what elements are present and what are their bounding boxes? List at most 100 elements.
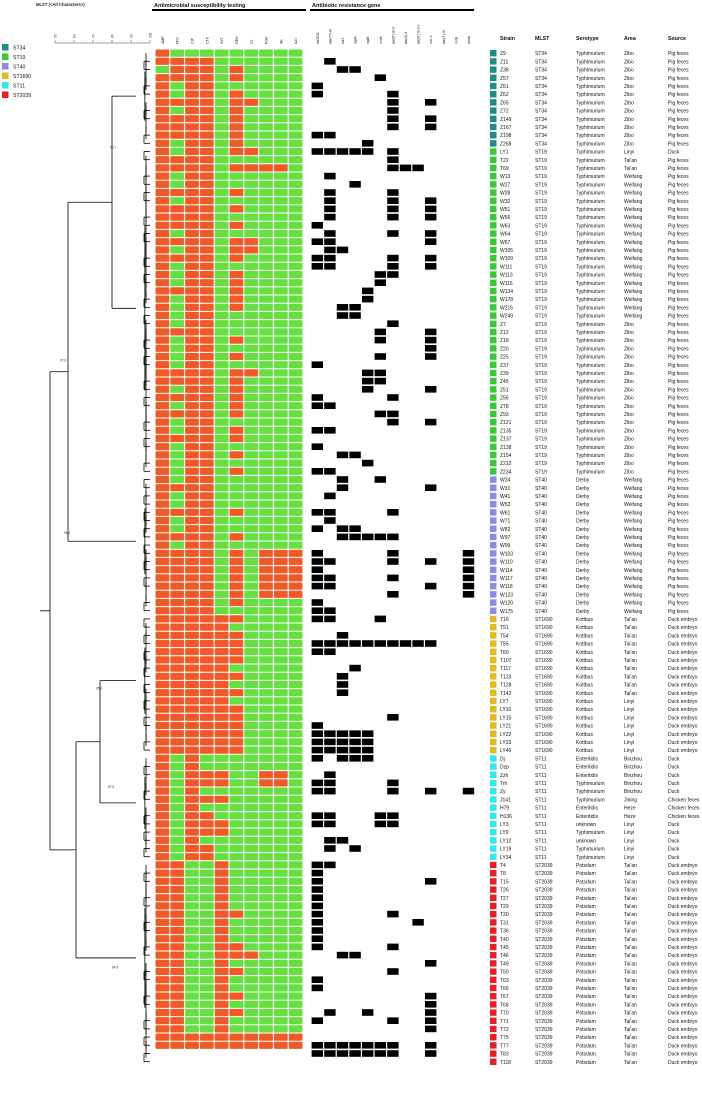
ast-cell-resistant: [229, 598, 244, 607]
gene-present-cell: [324, 1042, 336, 1049]
ast-cell-susceptible: [244, 508, 259, 516]
ast-cell-resistant: [199, 738, 214, 746]
ast-cell-susceptible: [259, 812, 273, 820]
ast-cell-susceptible: [214, 607, 229, 615]
strain-st-marker: [490, 222, 497, 229]
ast-cell-susceptible: [259, 1008, 273, 1017]
ast-cell-susceptible: [273, 156, 288, 164]
strain-st-marker: [490, 894, 497, 901]
ast-cell-resistant: [185, 287, 199, 295]
ast-cell-susceptible: [273, 262, 288, 270]
table-cell-area: Zibo: [624, 125, 634, 131]
table-cell-source: Duck embryo: [668, 986, 698, 992]
table-cell-mlst: ST2039: [535, 986, 553, 992]
ast-cell-resistant: [288, 590, 303, 598]
table-cell-strain: T68: [500, 1002, 509, 1008]
ast-cell-resistant: [244, 1033, 259, 1041]
table-cell-area: Tai'an: [624, 1011, 637, 1017]
ast-cell-resistant: [185, 180, 199, 188]
strain-st-marker: [490, 1025, 497, 1033]
ast-cell-resistant: [273, 582, 288, 590]
ast-cell-resistant: [199, 115, 214, 123]
ast-cell-susceptible: [244, 279, 259, 287]
ast-cell-susceptible: [273, 65, 288, 74]
table-cell-strain: Z37: [500, 363, 509, 369]
ast-cell-susceptible: [229, 197, 244, 205]
gene-present-cell: [324, 492, 336, 500]
ast-cell-susceptible: [273, 443, 288, 451]
ast-cell-resistant: [155, 1025, 170, 1033]
gene-present-cell: [349, 533, 361, 541]
ast-cell-resistant: [199, 393, 214, 402]
ast-cell-resistant: [155, 976, 170, 984]
ast-cell-susceptible: [244, 123, 259, 131]
gene-present-cell: [311, 1042, 323, 1049]
gene-present-cell: [425, 336, 437, 344]
strain-st-marker: [490, 140, 497, 147]
ast-cell-susceptible: [170, 779, 185, 787]
ast-cell-resistant: [155, 598, 170, 607]
ast-cell-susceptible: [214, 590, 229, 598]
table-cell-serotype: Kottbus: [576, 633, 593, 639]
ast-cell-susceptible: [214, 311, 229, 320]
table-cell-strain: Z38: [500, 68, 509, 74]
gene-present-cell: [324, 845, 336, 852]
table-cell-serotype: Typhimurium: [576, 420, 605, 426]
table-cell-source: Pig feces: [668, 551, 689, 557]
mlst-title: MLST (<All Characters>): [36, 2, 85, 7]
ast-cell-resistant: [229, 467, 244, 475]
ast-cell-susceptible: [170, 303, 185, 311]
ast-cell-susceptible: [259, 885, 273, 894]
table-cell-mlst: ST19: [535, 396, 547, 402]
table-cell-source: Pig feces: [668, 215, 689, 221]
ast-cell-susceptible: [273, 213, 288, 221]
ast-cell-resistant: [155, 238, 170, 246]
table-cell-serotype: Kottbus: [576, 617, 593, 623]
strain-st-marker: [490, 812, 497, 819]
ast-cell-resistant: [199, 418, 214, 426]
table-cell-mlst: ST34: [535, 133, 547, 139]
ast-cell-resistant: [185, 680, 199, 689]
gene-present-cell: [387, 812, 399, 819]
ast-cell-resistant: [185, 516, 199, 525]
ast-cell-susceptible: [185, 984, 199, 992]
gene-present-cell: [425, 197, 437, 204]
ast-cell-resistant: [170, 607, 185, 615]
strain-st-marker: [490, 911, 497, 918]
ast-cell-resistant: [185, 730, 199, 738]
ast-cell-resistant: [155, 131, 170, 139]
table-cell-strain: LY12: [500, 838, 512, 844]
ast-cell-susceptible: [185, 894, 199, 902]
ast-cell-resistant: [229, 631, 244, 639]
table-cell-source: Pig feces: [668, 84, 689, 90]
ast-cell-susceptible: [288, 369, 303, 377]
ast-cell-resistant: [170, 598, 185, 607]
ast-cell-resistant: [170, 976, 185, 984]
ast-cell-susceptible: [288, 869, 303, 877]
ast-cell-susceptible: [259, 426, 273, 434]
gene-present-cell: [374, 271, 386, 278]
ast-cell-resistant: [199, 172, 214, 180]
ast-cell-susceptible: [273, 279, 288, 287]
table-cell-strain: T67: [500, 994, 509, 1000]
ast-cell-resistant: [185, 812, 199, 820]
ast-cell-susceptible: [244, 746, 259, 754]
gene-present-cell: [374, 820, 386, 828]
table-cell-strain: W113: [500, 273, 513, 279]
gene-present-cell: [387, 156, 399, 163]
ast-cell-susceptible: [273, 607, 288, 615]
table-cell-area: Tai'an: [624, 920, 637, 926]
ast-cell-resistant: [199, 557, 214, 566]
ast-cell-susceptible: [259, 820, 273, 828]
ast-cell-susceptible: [259, 689, 273, 697]
ast-cell-susceptible: [259, 475, 273, 484]
table-cell-strain: T77: [500, 1043, 509, 1049]
ast-cell-susceptible: [229, 443, 244, 451]
ast-cell-susceptible: [259, 844, 273, 853]
ast-cell-susceptible: [273, 844, 288, 853]
ast-cell-resistant: [155, 98, 170, 106]
table-cell-area: Zibo: [624, 133, 634, 139]
ast-cell-resistant: [214, 959, 229, 967]
strain-st-marker: [490, 607, 497, 614]
table-cell-strain: Z212: [500, 461, 512, 467]
